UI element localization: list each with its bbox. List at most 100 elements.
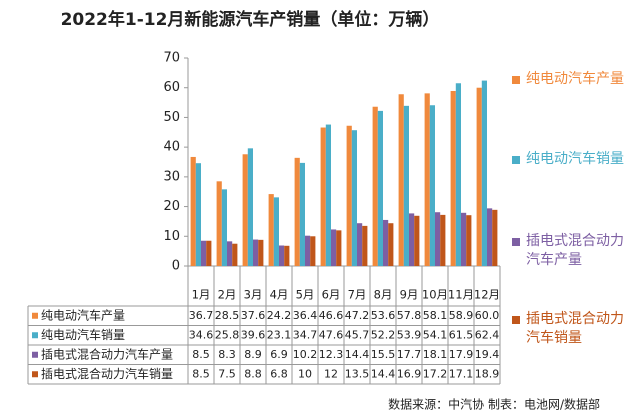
table-row-header: 插电式混合动力汽车销量 — [41, 366, 173, 381]
table-cell: 6.8 — [270, 367, 288, 380]
table-cell: 25.8 — [215, 328, 240, 341]
table-cell: 58.9 — [449, 309, 474, 322]
table-cell: 17.2 — [423, 367, 448, 380]
table-row-header: 纯电动汽车产量 — [41, 307, 125, 322]
table-cell: 36.7 — [189, 309, 214, 322]
y-tick-label: 50 — [163, 110, 180, 125]
bar — [377, 110, 383, 267]
table-cell: 17.1 — [449, 367, 474, 380]
bar — [481, 80, 487, 266]
bar — [398, 94, 404, 266]
x-tick-label: 3月 — [244, 288, 263, 302]
bar — [455, 83, 461, 266]
bar — [299, 162, 305, 266]
bar — [450, 90, 456, 267]
table-cell: 61.5 — [449, 328, 474, 341]
bar — [336, 230, 342, 266]
bar — [284, 245, 290, 266]
bar — [247, 148, 253, 266]
table-cell: 16.9 — [397, 367, 422, 380]
bar — [424, 93, 430, 266]
table-cell: 10.2 — [293, 348, 318, 361]
x-tick-label: 11月 — [448, 288, 474, 302]
x-tick-label: 2月 — [218, 288, 237, 302]
table-cell: 12.3 — [319, 348, 344, 361]
bar — [440, 214, 446, 266]
bar — [232, 243, 238, 266]
bar — [409, 213, 415, 266]
table-cell: 10 — [298, 367, 312, 380]
bar — [258, 239, 264, 266]
table-cell: 54.1 — [423, 328, 448, 341]
x-tick-label: 12月 — [474, 288, 500, 302]
bar — [294, 157, 300, 266]
table-cell: 18.1 — [423, 348, 448, 361]
bar — [206, 240, 212, 266]
source-note: 数据来源：中汽协 制表：电池网/数据部 — [388, 397, 600, 412]
table-cell: 12 — [324, 367, 338, 380]
table-cell: 8.5 — [192, 348, 210, 361]
y-tick-label: 0 — [172, 259, 180, 274]
table-cell: 8.8 — [244, 367, 262, 380]
bar — [216, 181, 222, 266]
bar — [195, 163, 201, 266]
bar — [476, 87, 482, 266]
bar — [414, 215, 420, 266]
x-tick-label: 1月 — [192, 288, 211, 302]
bar — [325, 124, 331, 266]
bar — [310, 236, 316, 266]
bar — [388, 223, 394, 266]
bar — [492, 209, 498, 266]
table-cell: 14.4 — [371, 367, 396, 380]
y-tick-label: 10 — [163, 229, 180, 244]
bar — [383, 219, 389, 266]
table-cell: 34.7 — [293, 328, 318, 341]
bar — [357, 223, 363, 266]
x-tick-label: 9月 — [400, 288, 419, 302]
legend-label: 插电式混合动力汽车产量 — [526, 233, 624, 268]
table-cell: 17.7 — [397, 348, 422, 361]
bar — [346, 125, 352, 267]
bar — [429, 105, 435, 266]
table-cell: 47.6 — [319, 328, 344, 341]
bar — [279, 245, 285, 266]
bar — [227, 241, 233, 266]
legend-label: 插电式混合动力汽车销量 — [526, 311, 624, 346]
table-row-header: 纯电动汽车销量 — [41, 327, 125, 342]
table-cell: 8.5 — [192, 367, 210, 380]
table-row-header: 插电式混合动力汽车产量 — [41, 346, 173, 361]
x-tick-label: 7月 — [348, 288, 367, 302]
x-tick-label: 10月 — [422, 288, 448, 302]
bar — [372, 106, 378, 266]
y-tick-label: 20 — [163, 199, 180, 214]
legend-swatch — [512, 316, 520, 324]
table-cell: 15.5 — [371, 348, 396, 361]
bar — [273, 197, 279, 266]
bar — [331, 229, 337, 266]
bar — [435, 212, 441, 266]
table-legend-key — [32, 332, 38, 339]
legend-swatch — [512, 238, 520, 246]
table-cell: 47.2 — [345, 309, 370, 322]
table-cell: 8.9 — [244, 348, 262, 361]
bar — [351, 130, 357, 266]
bar — [253, 239, 259, 266]
table-cell: 8.3 — [218, 348, 236, 361]
bar — [362, 225, 368, 266]
table-cell: 37.6 — [241, 309, 266, 322]
table-cell: 23.1 — [267, 328, 292, 341]
table-cell: 17.9 — [449, 348, 474, 361]
bar — [466, 215, 472, 266]
table-cell: 7.5 — [218, 367, 236, 380]
bar — [487, 208, 493, 266]
bar — [221, 189, 227, 266]
table-cell: 53.9 — [397, 328, 422, 341]
y-tick-label: 40 — [163, 140, 180, 155]
table-cell: 13.5 — [345, 367, 370, 380]
table-cell: 52.2 — [371, 328, 396, 341]
y-tick-label: 70 — [163, 51, 180, 66]
table-cell: 60.0 — [475, 309, 500, 322]
table-cell: 14.4 — [345, 348, 370, 361]
